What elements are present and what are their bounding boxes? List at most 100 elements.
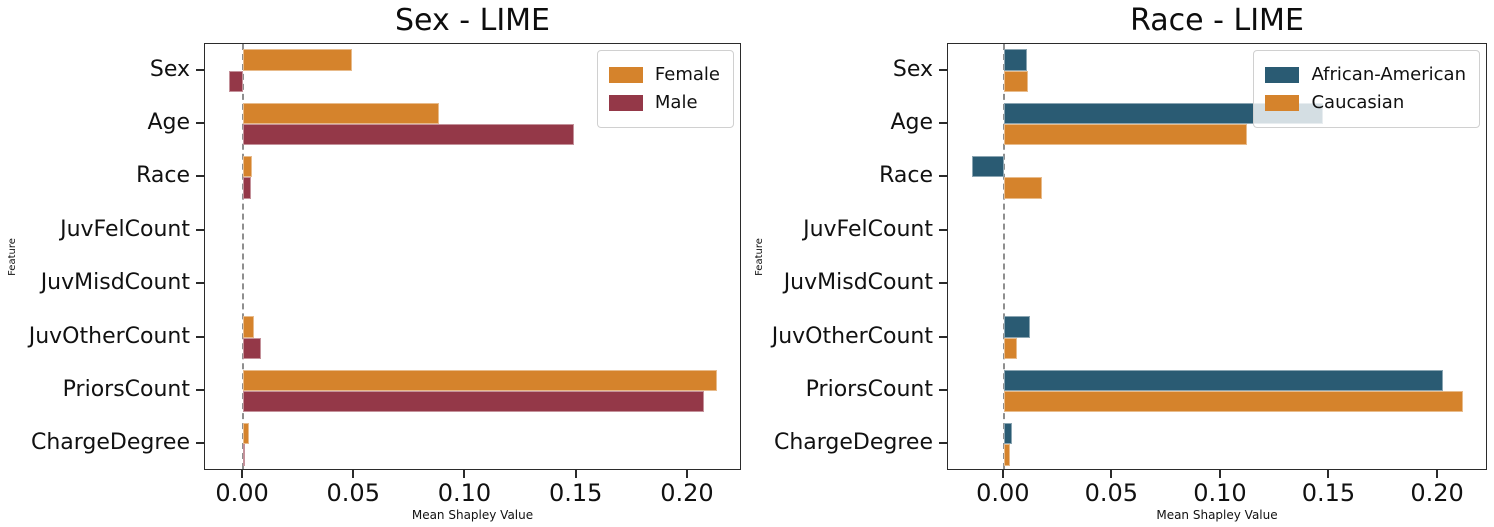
bar-female-race — [243, 156, 252, 178]
plot-area: African-American Caucasian — [947, 43, 1487, 470]
chart-sex-lime: Sex - LIME Feature Female Male Mean Shapl… — [7, 3, 741, 522]
bar-african-american-priorscount — [1003, 369, 1444, 391]
legend-label: Female — [654, 64, 720, 85]
y-tick-mark — [196, 228, 204, 231]
legend-swatch-caucasian — [1265, 95, 1300, 111]
bar-african-american-race — [972, 156, 1004, 178]
legend: African-American Caucasian — [1253, 50, 1480, 128]
bar-male-chargedegree — [243, 444, 246, 466]
y-tick-label: JuvMisdCount — [783, 270, 933, 296]
chart-title: Sex - LIME — [394, 3, 551, 38]
bar-caucasian-juvothercount — [1003, 337, 1017, 359]
bar-caucasian-age — [1003, 124, 1247, 146]
x-axis-label: Mean Shapley Value — [1156, 508, 1278, 522]
bar-african-american-sex — [1003, 49, 1027, 71]
bar-female-chargedegree — [243, 422, 249, 445]
bar-male-sex — [228, 70, 244, 93]
y-tick-label: PriorsCount — [62, 376, 190, 402]
y-tick-label: Race — [136, 163, 190, 189]
y-tick-label: ChargeDegree — [773, 430, 933, 456]
y-tick-mark — [939, 335, 947, 338]
x-tick-mark — [1218, 470, 1221, 478]
y-tick-label: JuvOtherCount — [28, 323, 190, 349]
y-tick-label: JuvFelCount — [60, 216, 190, 242]
x-tick-label: 0.10 — [437, 479, 492, 507]
bar-female-priorscount — [243, 369, 717, 391]
bar-caucasian-sex — [1003, 70, 1028, 93]
x-tick-mark — [1327, 470, 1330, 478]
y-tick-mark — [196, 68, 204, 71]
y-tick-label: ChargeDegree — [30, 430, 190, 456]
y-tick-mark — [196, 175, 204, 178]
y-tick-label: PriorsCount — [805, 376, 933, 402]
legend-item: Male — [608, 91, 720, 115]
y-tick-mark — [196, 335, 204, 338]
x-tick-mark — [1436, 470, 1439, 478]
y-tick-mark — [939, 122, 947, 125]
x-tick-mark — [1001, 470, 1004, 478]
bar-caucasian-chargedegree — [1003, 444, 1011, 466]
x-tick-mark — [685, 470, 688, 478]
x-tick-label: 0.15 — [1301, 479, 1356, 507]
bar-african-american-chargedegree — [1003, 422, 1013, 445]
y-tick-mark — [939, 175, 947, 178]
bar-female-sex — [243, 49, 353, 71]
y-tick-mark — [939, 282, 947, 285]
y-tick-label: Age — [147, 110, 190, 136]
x-tick-mark — [241, 470, 244, 478]
bar-male-priorscount — [243, 390, 704, 413]
bar-female-age — [243, 102, 439, 125]
x-tick-label: 0.00 — [976, 479, 1030, 507]
zero-reference-line — [242, 44, 245, 469]
legend-item: African-American — [1265, 63, 1466, 87]
x-tick-mark — [463, 470, 466, 478]
x-tick-label: 0.15 — [548, 479, 603, 507]
y-tick-mark — [939, 442, 947, 445]
bar-male-juvothercount — [243, 337, 261, 359]
bar-caucasian-priorscount — [1003, 390, 1464, 413]
bar-male-age — [243, 124, 575, 146]
x-tick-label: 0.20 — [1410, 479, 1464, 507]
chart-race-lime: Race - LIME Feature African-American Cauc… — [747, 0, 1494, 527]
x-tick-label: 0.00 — [215, 479, 269, 507]
zero-reference-line — [1002, 44, 1005, 469]
y-tick-mark — [196, 282, 204, 285]
legend-swatch-male — [608, 95, 643, 111]
x-tick-label: 0.10 — [1193, 479, 1247, 507]
y-tick-mark — [939, 228, 947, 231]
legend-label: Male — [654, 92, 698, 113]
y-tick-label: JuvFelCount — [803, 216, 933, 242]
chart-title: Race - LIME — [1130, 3, 1304, 38]
x-tick-mark — [574, 470, 577, 478]
bar-male-race — [243, 177, 251, 199]
x-tick-label: 0.05 — [1084, 479, 1139, 507]
y-tick-label: JuvMisdCount — [40, 270, 190, 296]
legend-item: Caucasian — [1265, 91, 1466, 115]
y-tick-mark — [939, 68, 947, 71]
legend-label: Caucasian — [1311, 92, 1405, 113]
legend-swatch-african-american — [1265, 67, 1300, 83]
legend: Female Male — [596, 50, 734, 128]
y-tick-label: JuvOtherCount — [771, 323, 933, 349]
y-tick-label: Sex — [149, 56, 190, 82]
y-tick-mark — [939, 388, 947, 391]
x-tick-label: 0.05 — [326, 479, 380, 507]
y-tick-mark — [196, 122, 204, 125]
x-tick-label: 0.20 — [660, 479, 714, 507]
legend-label: African-American — [1311, 64, 1466, 85]
y-tick-label: Sex — [892, 56, 933, 82]
y-tick-label: Race — [879, 163, 933, 189]
bar-african-american-juvothercount — [1003, 316, 1030, 338]
y-tick-label: Age — [890, 110, 933, 136]
legend-item: Female — [608, 63, 720, 87]
y-tick-mark — [196, 442, 204, 445]
legend-swatch-female — [608, 67, 643, 83]
y-tick-mark — [196, 388, 204, 391]
x-axis-label: Mean Shapley Value — [411, 508, 534, 522]
bar-caucasian-race — [1003, 177, 1042, 199]
plot-area: Female Male — [204, 43, 741, 470]
x-tick-mark — [1110, 470, 1113, 478]
bar-female-juvothercount — [243, 316, 255, 338]
x-tick-mark — [352, 470, 355, 478]
